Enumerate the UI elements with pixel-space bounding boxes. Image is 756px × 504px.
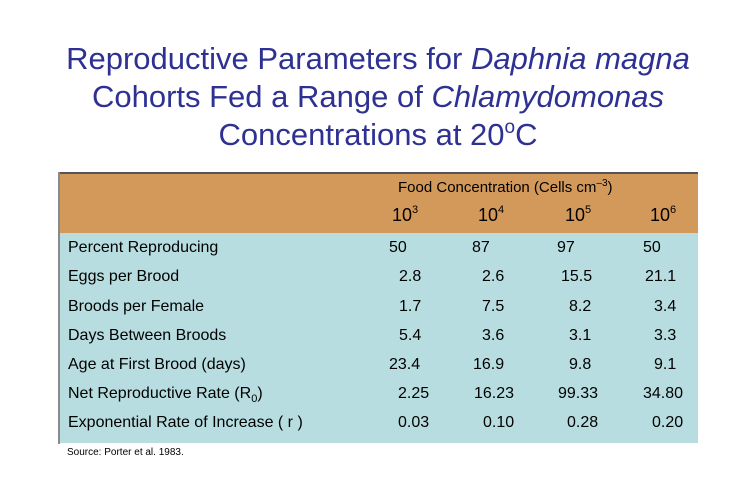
net-reproductive-rate-close: ) — [257, 385, 263, 402]
food-concentration-header: Food Concentration (Cells cm–3) — [398, 178, 613, 197]
slide-title: Reproductive Parameters for Daphnia magn… — [0, 40, 756, 154]
concentration-exponent: 5 — [585, 204, 592, 216]
title-line-1: Reproductive Parameters for Daphnia magn… — [0, 40, 756, 78]
net-reproductive-rate-subscript: 0 — [251, 393, 258, 405]
concentration-col-4: 106 — [650, 205, 676, 226]
header-title-text: Food Concentration (Cells cm — [398, 179, 597, 196]
cell-eggs-per-brood-3: 15.5 — [561, 268, 593, 285]
concentration-base: 10 — [565, 205, 586, 225]
cell-age-at-first-brood-1: 23.4 — [389, 356, 421, 373]
concentration-col-1: 103 — [392, 205, 418, 226]
row-label-percent-reproducing: Percent Reproducing — [68, 239, 219, 256]
cell-eggs-per-brood-4: 21.1 — [645, 268, 677, 285]
cell-days-between-broods-4: 3.3 — [654, 327, 677, 344]
source-citation: Source: Porter et al. 1983. — [67, 447, 184, 458]
row-label-age-at-first-brood: Age at First Brood (days) — [68, 356, 246, 373]
table-header-band — [60, 174, 698, 233]
header-title-exponent: –3 — [596, 178, 608, 189]
row-label-eggs-per-brood: Eggs per Brood — [68, 268, 180, 285]
net-reproductive-rate-text: Net Reproductive Rate (R — [68, 385, 252, 402]
cell-age-at-first-brood-4: 9.1 — [654, 356, 677, 373]
title-line-2-text: Cohorts Fed a Range of — [91, 79, 432, 114]
table-left-border — [58, 172, 60, 444]
row-label-broods-per-female: Broods per Female — [68, 298, 205, 315]
cell-broods-per-female-1: 1.7 — [399, 298, 422, 315]
title-unit: C — [515, 117, 538, 152]
title-line-1-text: Reproductive Parameters for — [66, 41, 471, 76]
concentration-base: 10 — [478, 205, 499, 225]
cell-age-at-first-brood-2: 16.9 — [473, 356, 505, 373]
cell-broods-per-female-4: 3.4 — [654, 298, 677, 315]
cell-broods-per-female-2: 7.5 — [482, 298, 505, 315]
header-title-close: ) — [607, 179, 613, 196]
title-degree-sup: o — [504, 117, 516, 138]
concentration-base: 10 — [650, 205, 671, 225]
cell-percent-reproducing-3: 97 — [557, 239, 575, 256]
cell-days-between-broods-1: 5.4 — [399, 327, 422, 344]
cell-days-between-broods-2: 3.6 — [482, 327, 505, 344]
cell-net-reproductive-rate-3: 99.33 — [558, 385, 599, 402]
concentration-exponent: 4 — [498, 204, 505, 216]
cell-exponential-rate-1: 0.03 — [398, 414, 430, 431]
row-label-exponential-rate-of-increase: Exponential Rate of Increase ( r ) — [68, 414, 303, 431]
concentration-exponent: 3 — [412, 204, 419, 216]
cell-broods-per-female-3: 8.2 — [569, 298, 592, 315]
cell-days-between-broods-3: 3.1 — [569, 327, 592, 344]
cell-exponential-rate-3: 0.28 — [567, 414, 599, 431]
title-line-3-text: Concentrations at 20 — [218, 117, 505, 152]
cell-percent-reproducing-4: 50 — [643, 239, 661, 256]
cell-net-reproductive-rate-1: 2.25 — [398, 385, 430, 402]
table-top-border — [58, 172, 698, 174]
cell-exponential-rate-2: 0.10 — [483, 414, 515, 431]
cell-exponential-rate-4: 0.20 — [652, 414, 684, 431]
title-line-2: Cohorts Fed a Range of Chlamydomonas — [0, 78, 756, 116]
row-label-days-between-broods: Days Between Broods — [68, 327, 227, 344]
cell-percent-reproducing-2: 87 — [472, 239, 490, 256]
concentration-base: 10 — [392, 205, 413, 225]
title-line-3: Concentrations at 20oC — [0, 116, 756, 154]
concentration-exponent: 6 — [670, 204, 677, 216]
concentration-col-2: 104 — [478, 205, 504, 226]
cell-net-reproductive-rate-4: 34.80 — [643, 385, 684, 402]
title-algae-name: Chlamydomonas — [431, 79, 665, 114]
cell-net-reproductive-rate-2: 16.23 — [474, 385, 515, 402]
concentration-col-3: 105 — [565, 205, 591, 226]
cell-age-at-first-brood-3: 9.8 — [569, 356, 592, 373]
row-label-net-reproductive-rate: Net Reproductive Rate (R0) — [68, 385, 263, 405]
cell-eggs-per-brood-1: 2.8 — [399, 268, 422, 285]
title-species-name: Daphnia magna — [471, 41, 690, 76]
cell-eggs-per-brood-2: 2.6 — [482, 268, 505, 285]
cell-percent-reproducing-1: 50 — [389, 239, 407, 256]
